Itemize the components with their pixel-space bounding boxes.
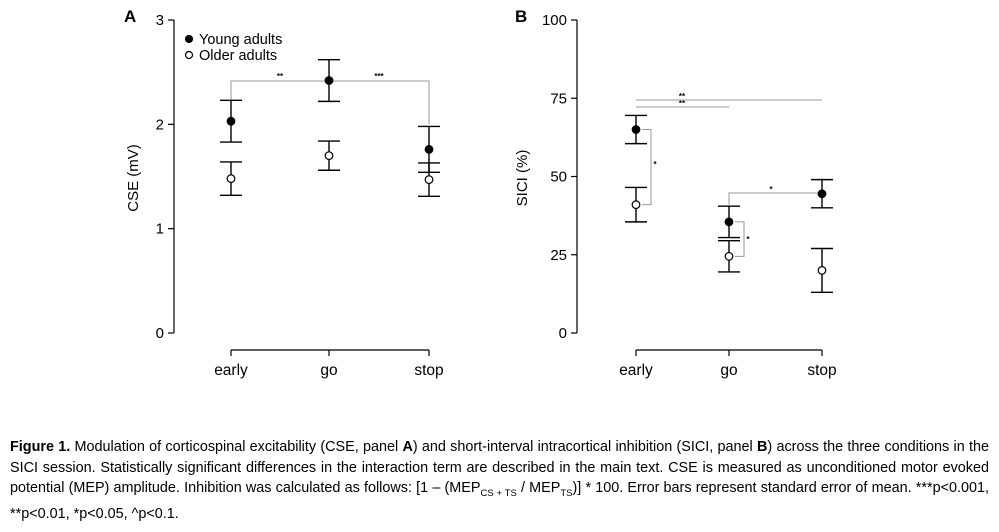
significance-label: **: [277, 72, 284, 81]
significance-label: ***: [374, 72, 384, 81]
y-axis-label: SICI (%): [514, 150, 531, 207]
y-tick-label: 100: [542, 12, 567, 29]
caption-text-4: / MEP: [516, 480, 561, 496]
caption-text-1: Modulation of corticospinal excitability…: [70, 439, 403, 455]
caption-panel-a: A: [402, 439, 413, 455]
y-tick-label: 1: [156, 221, 164, 238]
data-point-young: [424, 144, 434, 154]
data-point-young: [324, 76, 334, 85]
significance-bracket: [735, 221, 745, 257]
significance-label: *: [746, 235, 750, 244]
y-tick-label: 75: [550, 90, 567, 107]
figure-caption: Figure 1. Modulation of corticospinal ex…: [10, 437, 989, 525]
legend-label: Older adults: [199, 48, 277, 64]
significance-bracket: [230, 80, 430, 125]
legend-marker: [184, 50, 194, 60]
caption-text-2: ) and short-interval intracortical inhib…: [412, 439, 758, 455]
data-point-young: [817, 189, 827, 199]
significance-label: **: [679, 99, 686, 108]
legend-label: Young adults: [199, 32, 282, 48]
data-point-young: [226, 116, 236, 126]
y-tick-label: 0: [559, 325, 567, 342]
x-tick-label: go: [720, 362, 737, 379]
significance-label: **: [679, 92, 686, 101]
panel-label: B: [515, 7, 527, 26]
data-point-young: [631, 125, 641, 134]
data-point-older: [817, 266, 827, 275]
y-axis-label: CSE (mV): [125, 144, 142, 212]
significance-bracket: [728, 178, 823, 205]
data-point-older: [631, 200, 641, 210]
x-tick-label: early: [619, 362, 653, 379]
y-tick-label: 50: [550, 169, 567, 186]
x-tick-label: stop: [414, 362, 443, 379]
y-tick-label: 25: [550, 247, 567, 264]
significance-label: *: [769, 185, 773, 194]
caption-sub-cs-ts: CS + TS: [480, 487, 517, 499]
panel-label: A: [124, 7, 136, 26]
caption-text-3: ) across the three conditions in the SIC…: [10, 439, 989, 496]
x-tick-label: go: [320, 362, 337, 379]
y-tick-label: 3: [156, 12, 164, 29]
caption-text-5: )] * 100. Error bars represent standard …: [10, 480, 989, 523]
significance-bracket: [642, 129, 652, 206]
legend-marker: [184, 34, 194, 44]
data-point-young: [724, 217, 734, 227]
caption-title: Figure 1.: [10, 439, 71, 455]
significance-label: *: [653, 160, 657, 169]
x-tick-label: early: [214, 362, 248, 379]
data-point-older: [424, 175, 434, 185]
y-tick-label: 0: [156, 325, 164, 342]
caption-panel-b: B: [757, 439, 768, 455]
x-tick-label: stop: [807, 362, 836, 379]
data-point-older: [324, 151, 334, 161]
data-point-older: [724, 251, 734, 261]
data-point-older: [226, 174, 236, 183]
y-tick-label: 2: [156, 116, 164, 133]
caption-sub-ts: TS: [560, 487, 573, 499]
